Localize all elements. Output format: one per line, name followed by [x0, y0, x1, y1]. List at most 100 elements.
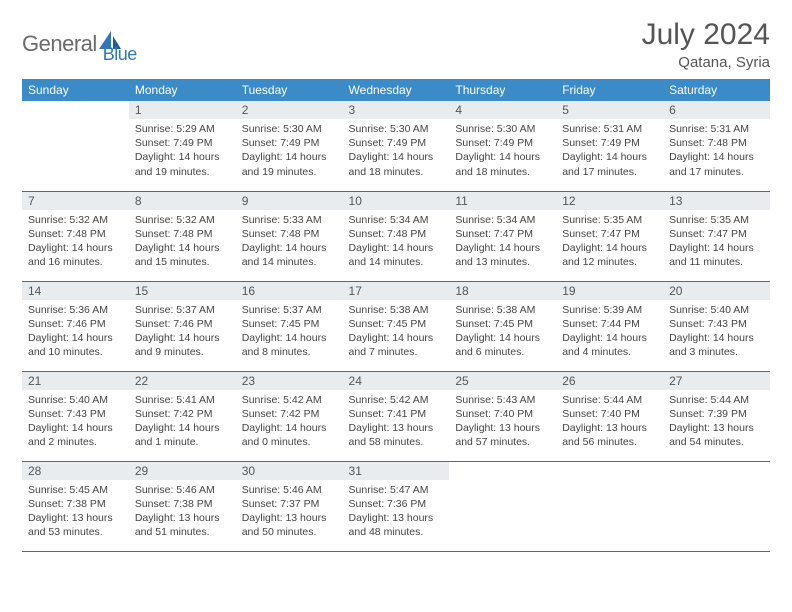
calendar-day-cell: 26Sunrise: 5:44 AMSunset: 7:40 PMDayligh… [556, 371, 663, 461]
calendar-week-row: ..1Sunrise: 5:29 AMSunset: 7:49 PMDaylig… [22, 101, 770, 191]
day-info: Sunrise: 5:37 AMSunset: 7:46 PMDaylight:… [129, 300, 236, 364]
month-title: July 2024 [642, 18, 770, 52]
day-info: Sunrise: 5:44 AMSunset: 7:39 PMDaylight:… [663, 390, 770, 454]
calendar-day-cell: 13Sunrise: 5:35 AMSunset: 7:47 PMDayligh… [663, 191, 770, 281]
calendar-table: SundayMondayTuesdayWednesdayThursdayFrid… [22, 79, 770, 552]
calendar-header-row: SundayMondayTuesdayWednesdayThursdayFrid… [22, 79, 770, 101]
weekday-header: Wednesday [343, 79, 450, 101]
weekday-header: Monday [129, 79, 236, 101]
day-number: 5 [556, 101, 663, 119]
calendar-day-cell: 11Sunrise: 5:34 AMSunset: 7:47 PMDayligh… [449, 191, 556, 281]
calendar-body: .. 1Sunrise: 5:29 AMSunset: 7:49 PMDaylig… [22, 101, 770, 551]
day-info: Sunrise: 5:46 AMSunset: 7:37 PMDaylight:… [236, 480, 343, 544]
day-info: Sunrise: 5:40 AMSunset: 7:43 PMDaylight:… [22, 390, 129, 454]
day-info: Sunrise: 5:39 AMSunset: 7:44 PMDaylight:… [556, 300, 663, 364]
calendar-day-cell: 9Sunrise: 5:33 AMSunset: 7:48 PMDaylight… [236, 191, 343, 281]
calendar-day-cell: .. [449, 461, 556, 551]
day-info: Sunrise: 5:33 AMSunset: 7:48 PMDaylight:… [236, 210, 343, 274]
calendar-day-cell: 20Sunrise: 5:40 AMSunset: 7:43 PMDayligh… [663, 281, 770, 371]
brand-text-blue: Blue [103, 44, 137, 65]
calendar-day-cell: 5Sunrise: 5:31 AMSunset: 7:49 PMDaylight… [556, 101, 663, 191]
day-number: 25 [449, 372, 556, 390]
calendar-day-cell: 30Sunrise: 5:46 AMSunset: 7:37 PMDayligh… [236, 461, 343, 551]
calendar-day-cell: 7Sunrise: 5:32 AMSunset: 7:48 PMDaylight… [22, 191, 129, 281]
day-info: Sunrise: 5:38 AMSunset: 7:45 PMDaylight:… [343, 300, 450, 364]
day-number: 22 [129, 372, 236, 390]
day-number: 30 [236, 462, 343, 480]
calendar-day-cell: 4Sunrise: 5:30 AMSunset: 7:49 PMDaylight… [449, 101, 556, 191]
calendar-day-cell: 18Sunrise: 5:38 AMSunset: 7:45 PMDayligh… [449, 281, 556, 371]
calendar-day-cell: 6Sunrise: 5:31 AMSunset: 7:48 PMDaylight… [663, 101, 770, 191]
day-number: 6 [663, 101, 770, 119]
calendar-day-cell: 19Sunrise: 5:39 AMSunset: 7:44 PMDayligh… [556, 281, 663, 371]
day-number: 8 [129, 192, 236, 210]
calendar-day-cell: 31Sunrise: 5:47 AMSunset: 7:36 PMDayligh… [343, 461, 450, 551]
weekday-header: Saturday [663, 79, 770, 101]
day-info: Sunrise: 5:29 AMSunset: 7:49 PMDaylight:… [129, 119, 236, 183]
calendar-day-cell: 15Sunrise: 5:37 AMSunset: 7:46 PMDayligh… [129, 281, 236, 371]
calendar-day-cell: 21Sunrise: 5:40 AMSunset: 7:43 PMDayligh… [22, 371, 129, 461]
day-number: 3 [343, 101, 450, 119]
day-number: 9 [236, 192, 343, 210]
day-info: Sunrise: 5:30 AMSunset: 7:49 PMDaylight:… [236, 119, 343, 183]
day-number: 19 [556, 282, 663, 300]
day-info: Sunrise: 5:35 AMSunset: 7:47 PMDaylight:… [556, 210, 663, 274]
calendar-day-cell: 25Sunrise: 5:43 AMSunset: 7:40 PMDayligh… [449, 371, 556, 461]
weekday-header: Tuesday [236, 79, 343, 101]
day-number: 31 [343, 462, 450, 480]
day-info: Sunrise: 5:43 AMSunset: 7:40 PMDaylight:… [449, 390, 556, 454]
day-number: 13 [663, 192, 770, 210]
calendar-day-cell: 24Sunrise: 5:42 AMSunset: 7:41 PMDayligh… [343, 371, 450, 461]
day-info: Sunrise: 5:38 AMSunset: 7:45 PMDaylight:… [449, 300, 556, 364]
day-number: 10 [343, 192, 450, 210]
day-number: 12 [556, 192, 663, 210]
day-number: 1 [129, 101, 236, 119]
day-number: 16 [236, 282, 343, 300]
calendar-week-row: 21Sunrise: 5:40 AMSunset: 7:43 PMDayligh… [22, 371, 770, 461]
day-number: 2 [236, 101, 343, 119]
calendar-day-cell: 16Sunrise: 5:37 AMSunset: 7:45 PMDayligh… [236, 281, 343, 371]
title-block: July 2024 Qatana, Syria [642, 18, 770, 71]
calendar-day-cell: 14Sunrise: 5:36 AMSunset: 7:46 PMDayligh… [22, 281, 129, 371]
day-info: Sunrise: 5:30 AMSunset: 7:49 PMDaylight:… [449, 119, 556, 183]
day-number: 20 [663, 282, 770, 300]
day-number: 26 [556, 372, 663, 390]
location-label: Qatana, Syria [642, 54, 770, 71]
day-number: 21 [22, 372, 129, 390]
day-info: Sunrise: 5:44 AMSunset: 7:40 PMDaylight:… [556, 390, 663, 454]
day-number: 24 [343, 372, 450, 390]
day-info: Sunrise: 5:46 AMSunset: 7:38 PMDaylight:… [129, 480, 236, 544]
day-number: 17 [343, 282, 450, 300]
day-info: Sunrise: 5:42 AMSunset: 7:41 PMDaylight:… [343, 390, 450, 454]
day-info: Sunrise: 5:37 AMSunset: 7:45 PMDaylight:… [236, 300, 343, 364]
day-info: Sunrise: 5:47 AMSunset: 7:36 PMDaylight:… [343, 480, 450, 544]
day-number: 27 [663, 372, 770, 390]
calendar-day-cell: 22Sunrise: 5:41 AMSunset: 7:42 PMDayligh… [129, 371, 236, 461]
day-info: Sunrise: 5:31 AMSunset: 7:49 PMDaylight:… [556, 119, 663, 183]
day-number: 23 [236, 372, 343, 390]
calendar-day-cell: .. [556, 461, 663, 551]
calendar-week-row: 14Sunrise: 5:36 AMSunset: 7:46 PMDayligh… [22, 281, 770, 371]
calendar-day-cell: 3Sunrise: 5:30 AMSunset: 7:49 PMDaylight… [343, 101, 450, 191]
calendar-day-cell: 10Sunrise: 5:34 AMSunset: 7:48 PMDayligh… [343, 191, 450, 281]
brand-logo: General Blue [22, 18, 137, 65]
weekday-header: Thursday [449, 79, 556, 101]
day-info: Sunrise: 5:40 AMSunset: 7:43 PMDaylight:… [663, 300, 770, 364]
calendar-day-cell: 28Sunrise: 5:45 AMSunset: 7:38 PMDayligh… [22, 461, 129, 551]
day-info: Sunrise: 5:36 AMSunset: 7:46 PMDaylight:… [22, 300, 129, 364]
calendar-day-cell: 29Sunrise: 5:46 AMSunset: 7:38 PMDayligh… [129, 461, 236, 551]
calendar-day-cell: 1Sunrise: 5:29 AMSunset: 7:49 PMDaylight… [129, 101, 236, 191]
header: General Blue July 2024 Qatana, Syria [22, 18, 770, 71]
day-info: Sunrise: 5:32 AMSunset: 7:48 PMDaylight:… [129, 210, 236, 274]
calendar-week-row: 28Sunrise: 5:45 AMSunset: 7:38 PMDayligh… [22, 461, 770, 551]
calendar-day-cell: 23Sunrise: 5:42 AMSunset: 7:42 PMDayligh… [236, 371, 343, 461]
brand-text-general: General [22, 31, 97, 57]
day-number: 28 [22, 462, 129, 480]
calendar-day-cell: 2Sunrise: 5:30 AMSunset: 7:49 PMDaylight… [236, 101, 343, 191]
day-number: 29 [129, 462, 236, 480]
day-info: Sunrise: 5:41 AMSunset: 7:42 PMDaylight:… [129, 390, 236, 454]
weekday-header: Friday [556, 79, 663, 101]
day-number: 7 [22, 192, 129, 210]
day-info: Sunrise: 5:30 AMSunset: 7:49 PMDaylight:… [343, 119, 450, 183]
day-info: Sunrise: 5:34 AMSunset: 7:48 PMDaylight:… [343, 210, 450, 274]
